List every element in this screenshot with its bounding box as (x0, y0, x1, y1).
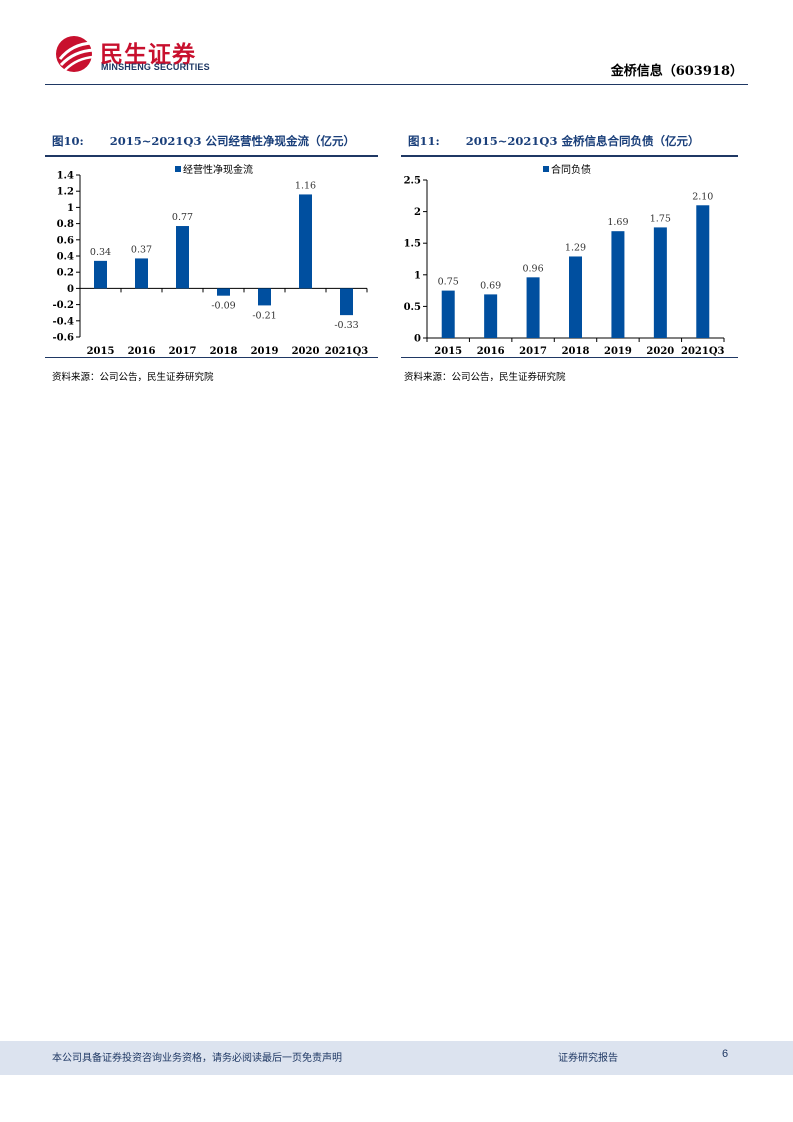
data-label: -0.09 (211, 301, 235, 312)
x-tick-label: 2016 (128, 346, 156, 357)
y-tick-label: 1 (67, 203, 74, 214)
bar-2015 (94, 260, 107, 289)
y-tick-label: 0.2 (57, 268, 74, 279)
data-label: 1.16 (295, 180, 316, 191)
figure-11-source: 资料来源：公司公告，民生证券研究院 (404, 372, 566, 383)
y-tick-label: -0.4 (52, 316, 74, 327)
footer-disclaimer: 本公司具备证券投资咨询业务资格，请务必阅读最后一页免责声明 (52, 1053, 342, 1064)
data-label: 0.69 (480, 280, 501, 291)
page-number: 6 (722, 1048, 729, 1060)
figure-10-bottom-rule (45, 357, 378, 358)
bar-2017 (176, 226, 189, 289)
y-tick-label: 2 (414, 207, 421, 218)
bar-2021Q3 (340, 288, 353, 316)
x-tick-label: 2017 (519, 346, 547, 357)
figure-10-title: 图10: 2015~2021Q3 公司经营性净现金流（亿元） (52, 133, 355, 149)
x-tick-label: 2016 (477, 346, 505, 357)
y-tick-label: 2.5 (404, 176, 421, 187)
x-tick-label: 2018 (562, 346, 590, 357)
minsheng-logo-icon (56, 36, 95, 72)
data-label: 0.75 (438, 277, 459, 288)
data-label: 1.75 (650, 213, 671, 224)
y-tick-label: 0.5 (404, 302, 421, 313)
y-tick-label: 1.5 (404, 239, 421, 250)
x-tick-label: 2021Q3 (325, 346, 369, 357)
x-tick-label: 2019 (251, 346, 279, 357)
figure-11-top-rule (401, 155, 738, 157)
y-tick-label: 1 (414, 270, 421, 281)
y-tick-label: 1.4 (57, 171, 74, 182)
header-divider (45, 84, 748, 85)
figure-10-source: 资料来源：公司公告，民生证券研究院 (52, 372, 214, 383)
data-label: 0.34 (90, 247, 111, 258)
bar-2015 (441, 290, 455, 338)
figure-11-caption: 2015~2021Q3 金桥信息合同负债（亿元） (465, 134, 700, 148)
y-tick-label: 0.4 (57, 252, 74, 263)
bar-2019 (258, 288, 271, 306)
x-tick-label: 2015 (434, 346, 462, 357)
bar-2021Q3 (696, 205, 710, 338)
figure-10-top-rule (45, 155, 378, 157)
y-tick-label: 1.2 (57, 187, 74, 198)
x-tick-label: 2018 (210, 346, 238, 357)
figure-11-bottom-rule (401, 357, 738, 358)
document-title: 金桥信息（603918） (610, 64, 743, 79)
y-tick-label: 0 (414, 334, 421, 345)
x-tick-label: 2020 (646, 346, 674, 357)
legend-swatch (175, 166, 181, 172)
data-label: 0.96 (522, 263, 543, 274)
data-label: -0.21 (252, 310, 276, 321)
y-tick-label: -0.6 (52, 333, 74, 344)
data-label: 0.77 (172, 212, 193, 223)
legend-label: 合同负债 (551, 163, 591, 176)
logo-text-cn: 民生证券 (100, 42, 196, 68)
data-label: 2.10 (692, 191, 713, 202)
bar-2018 (217, 288, 230, 296)
bar-2017 (526, 277, 540, 338)
footer-band (0, 1041, 793, 1075)
figure-10-caption: 2015~2021Q3 公司经营性净现金流（亿元） (109, 134, 355, 148)
figure-11-label: 图11: (408, 134, 440, 148)
figure-10-chart: 1.4 1.2 1 0.8 0.6 0.4 0.2 0 -0.2 -0.4 -0.6 0.34 2015… (52, 163, 369, 357)
figure-11-title: 图11: 2015~2021Q3 金桥信息合同负债（亿元） (408, 133, 699, 149)
x-tick-label: 2017 (169, 346, 197, 357)
bar-2016 (135, 258, 148, 289)
legend-label: 经营性净现金流 (183, 163, 253, 176)
data-label: 1.29 (565, 242, 586, 253)
logo-text-en: MINSHENG SECURITIES (101, 62, 210, 72)
data-label: -0.33 (334, 320, 358, 331)
x-tick-label: 2019 (604, 346, 632, 357)
y-tick-label: 0 (67, 284, 74, 295)
bar-2020 (299, 194, 312, 289)
y-tick-label: 0.8 (57, 219, 74, 230)
figure-11-chart: 2.5 2 1.5 1 0.5 0 0.75 2015 0.69 2016 0.96 2017 1.29… (404, 163, 725, 357)
x-tick-label: 2015 (87, 346, 115, 357)
bar-2019 (611, 231, 625, 338)
x-tick-label: 2020 (292, 346, 320, 357)
data-label: 1.69 (607, 217, 628, 228)
bar-2018 (569, 256, 582, 338)
data-label: 0.37 (131, 244, 152, 255)
page-header: 民生证券 MINSHENG SECURITIES 金桥信息（603918） (0, 0, 793, 90)
bar-2016 (484, 294, 498, 338)
figure-10-label: 图10: (52, 134, 84, 148)
y-tick-label: 0.6 (57, 235, 74, 246)
legend-swatch (543, 166, 549, 172)
y-tick-label: -0.2 (52, 300, 74, 311)
bar-2020 (653, 227, 667, 338)
footer-report-type: 证券研究报告 (558, 1053, 618, 1064)
x-tick-label: 2021Q3 (681, 346, 725, 357)
